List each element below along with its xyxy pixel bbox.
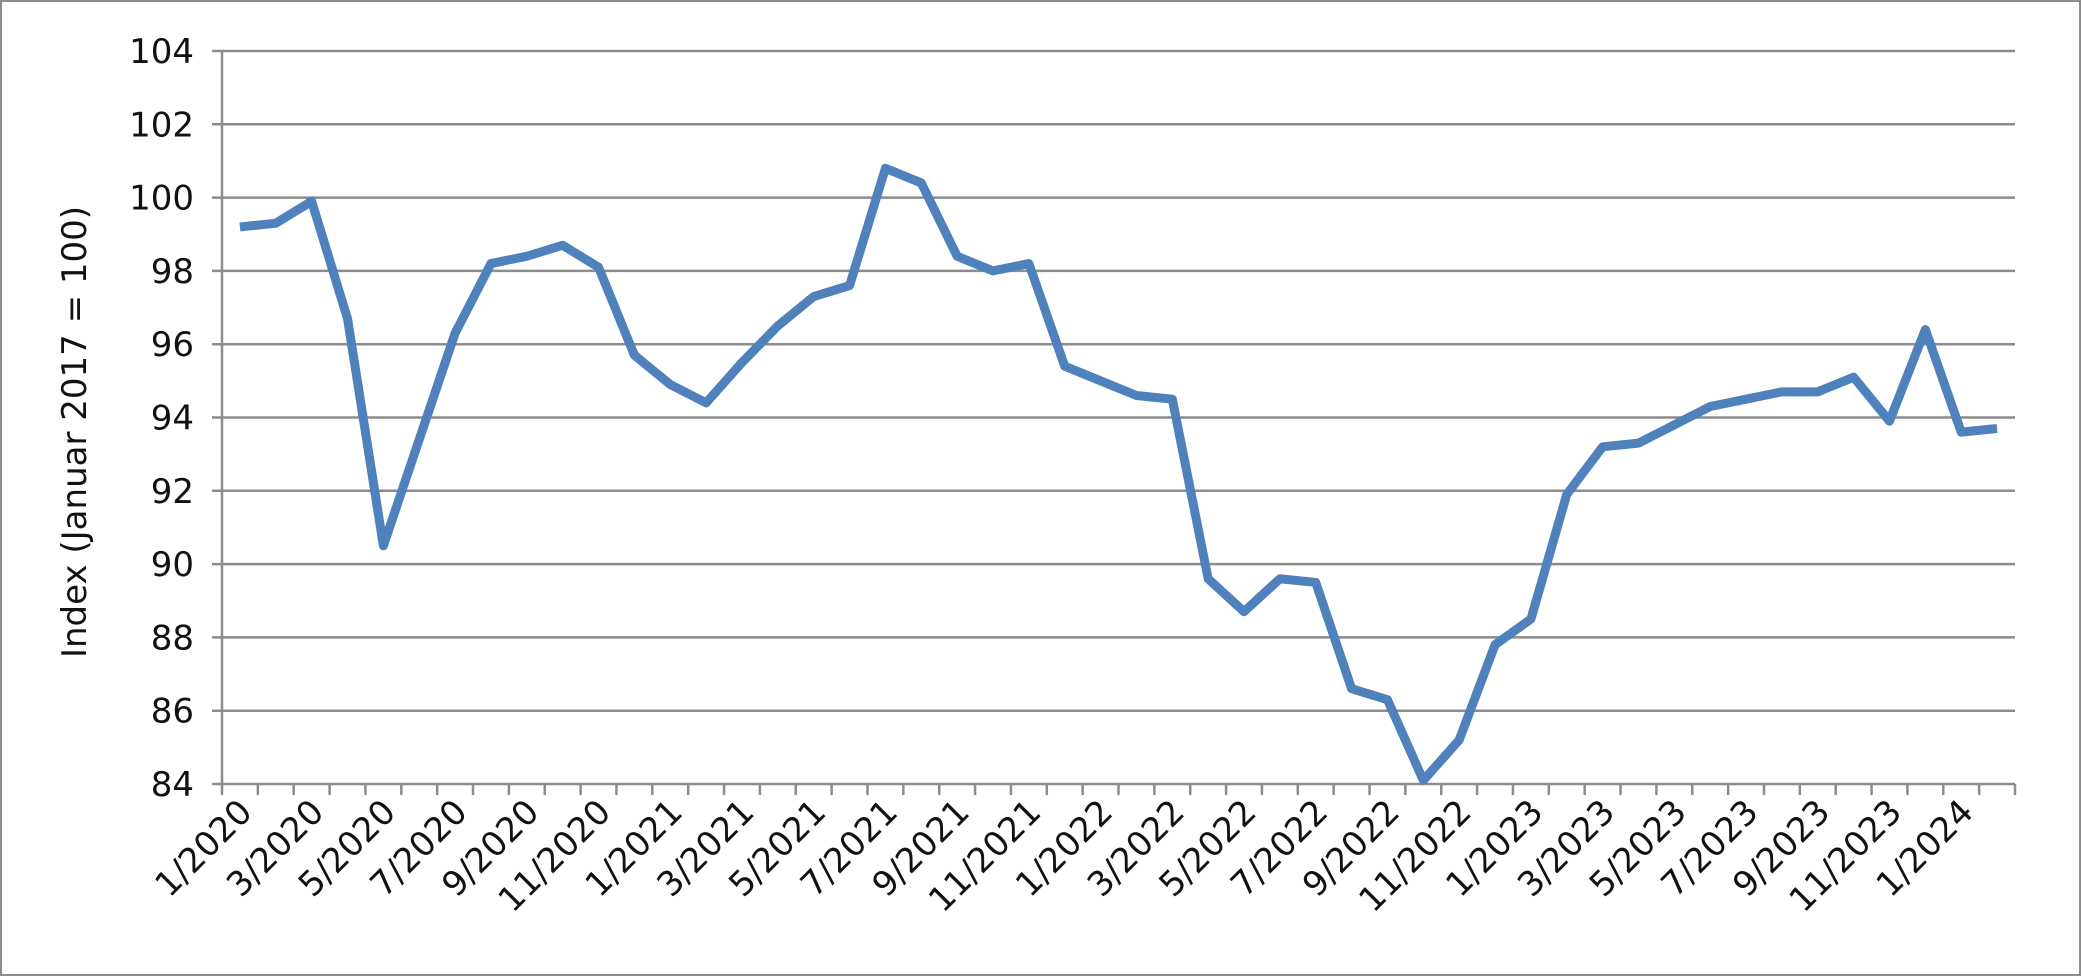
y-tick-label: 84 (151, 765, 194, 805)
y-tick-label: 104 (129, 32, 194, 72)
y-tick-label: 96 (151, 325, 194, 365)
y-tick-label: 90 (151, 545, 194, 585)
y-tick-label: 102 (129, 105, 194, 145)
data-line (239, 163, 1998, 785)
y-tick-label: 94 (151, 399, 194, 439)
y-tick-label: 86 (151, 692, 194, 732)
y-tick-label: 88 (151, 618, 194, 658)
y-tick-label: 92 (151, 472, 194, 512)
y-axis-label: Index (Januar 2017 = 100) (55, 206, 95, 658)
y-tick-label: 98 (151, 252, 194, 292)
y-tick-label: 100 (129, 179, 194, 219)
